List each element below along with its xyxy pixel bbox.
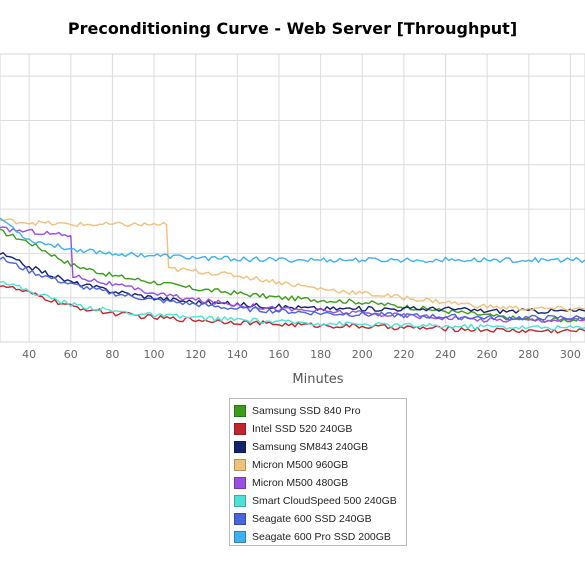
x-tick-label: 300	[560, 348, 581, 361]
legend-swatch	[234, 477, 246, 489]
legend-item: Samsung SSD 840 Pro	[234, 402, 406, 420]
legend-swatch	[234, 441, 246, 453]
legend-label: Samsung SSD 840 Pro	[252, 405, 361, 417]
x-tick-label: 160	[268, 348, 289, 361]
legend-item: Intel SSD 520 240GB	[234, 420, 406, 438]
chart-title: Preconditioning Curve - Web Server [Thro…	[67, 19, 518, 38]
x-tick-label: 40	[22, 348, 36, 361]
series-line	[0, 228, 585, 323]
legend-item: Micron M500 960GB	[234, 456, 406, 474]
legend-label: Seagate 600 SSD 240GB	[252, 513, 372, 525]
series-line	[0, 218, 585, 312]
x-tick-label: 240	[435, 348, 456, 361]
series-line	[0, 256, 585, 321]
legend-swatch	[234, 495, 246, 507]
grid-lines	[0, 53, 585, 343]
x-tick-label: 60	[64, 348, 78, 361]
x-tick-label: 260	[477, 348, 498, 361]
legend-item: Samsung SM843 240GB	[234, 438, 406, 456]
x-tick-label: 200	[352, 348, 373, 361]
legend-label: Samsung SM843 240GB	[252, 441, 369, 453]
legend-item: Seagate 600 Pro SSD 200GB	[234, 528, 406, 546]
x-tick-label: 100	[144, 348, 165, 361]
legend-label: Smart CloudSpeed 500 240GB	[252, 495, 397, 507]
x-tick-label: 140	[227, 348, 248, 361]
series-lines	[0, 217, 585, 334]
series-line	[0, 280, 585, 331]
legend-label: Intel SSD 520 240GB	[252, 423, 353, 435]
x-axis-label: Minutes	[292, 372, 343, 387]
x-tick-label: 280	[518, 348, 539, 361]
legend-swatch	[234, 405, 246, 417]
legend: Samsung SSD 840 Pro Intel SSD 520 240GB Sa…	[229, 398, 407, 546]
legend-label: Micron M500 480GB	[252, 477, 349, 489]
legend-label: Seagate 600 Pro SSD 200GB	[252, 531, 391, 543]
legend-label: Micron M500 960GB	[252, 459, 349, 471]
x-tick-label: 80	[105, 348, 119, 361]
x-tick-label: 220	[393, 348, 414, 361]
series-line	[0, 226, 585, 323]
series-line	[0, 217, 585, 264]
legend-item: Smart CloudSpeed 500 240GB	[234, 492, 406, 510]
legend-item: Micron M500 480GB	[234, 474, 406, 492]
x-tick-label: 180	[310, 348, 331, 361]
x-tick-label: 120	[185, 348, 206, 361]
legend-swatch	[234, 423, 246, 435]
plot-frame	[0, 53, 585, 343]
legend-swatch	[234, 513, 246, 525]
legend-swatch	[234, 531, 246, 543]
legend-swatch	[234, 459, 246, 471]
legend-item: Seagate 600 SSD 240GB	[234, 510, 406, 528]
series-line	[0, 252, 585, 315]
x-tick-labels: 40 60 80 100 120 140 160 180 200 220 240 260 280 300	[22, 348, 581, 361]
